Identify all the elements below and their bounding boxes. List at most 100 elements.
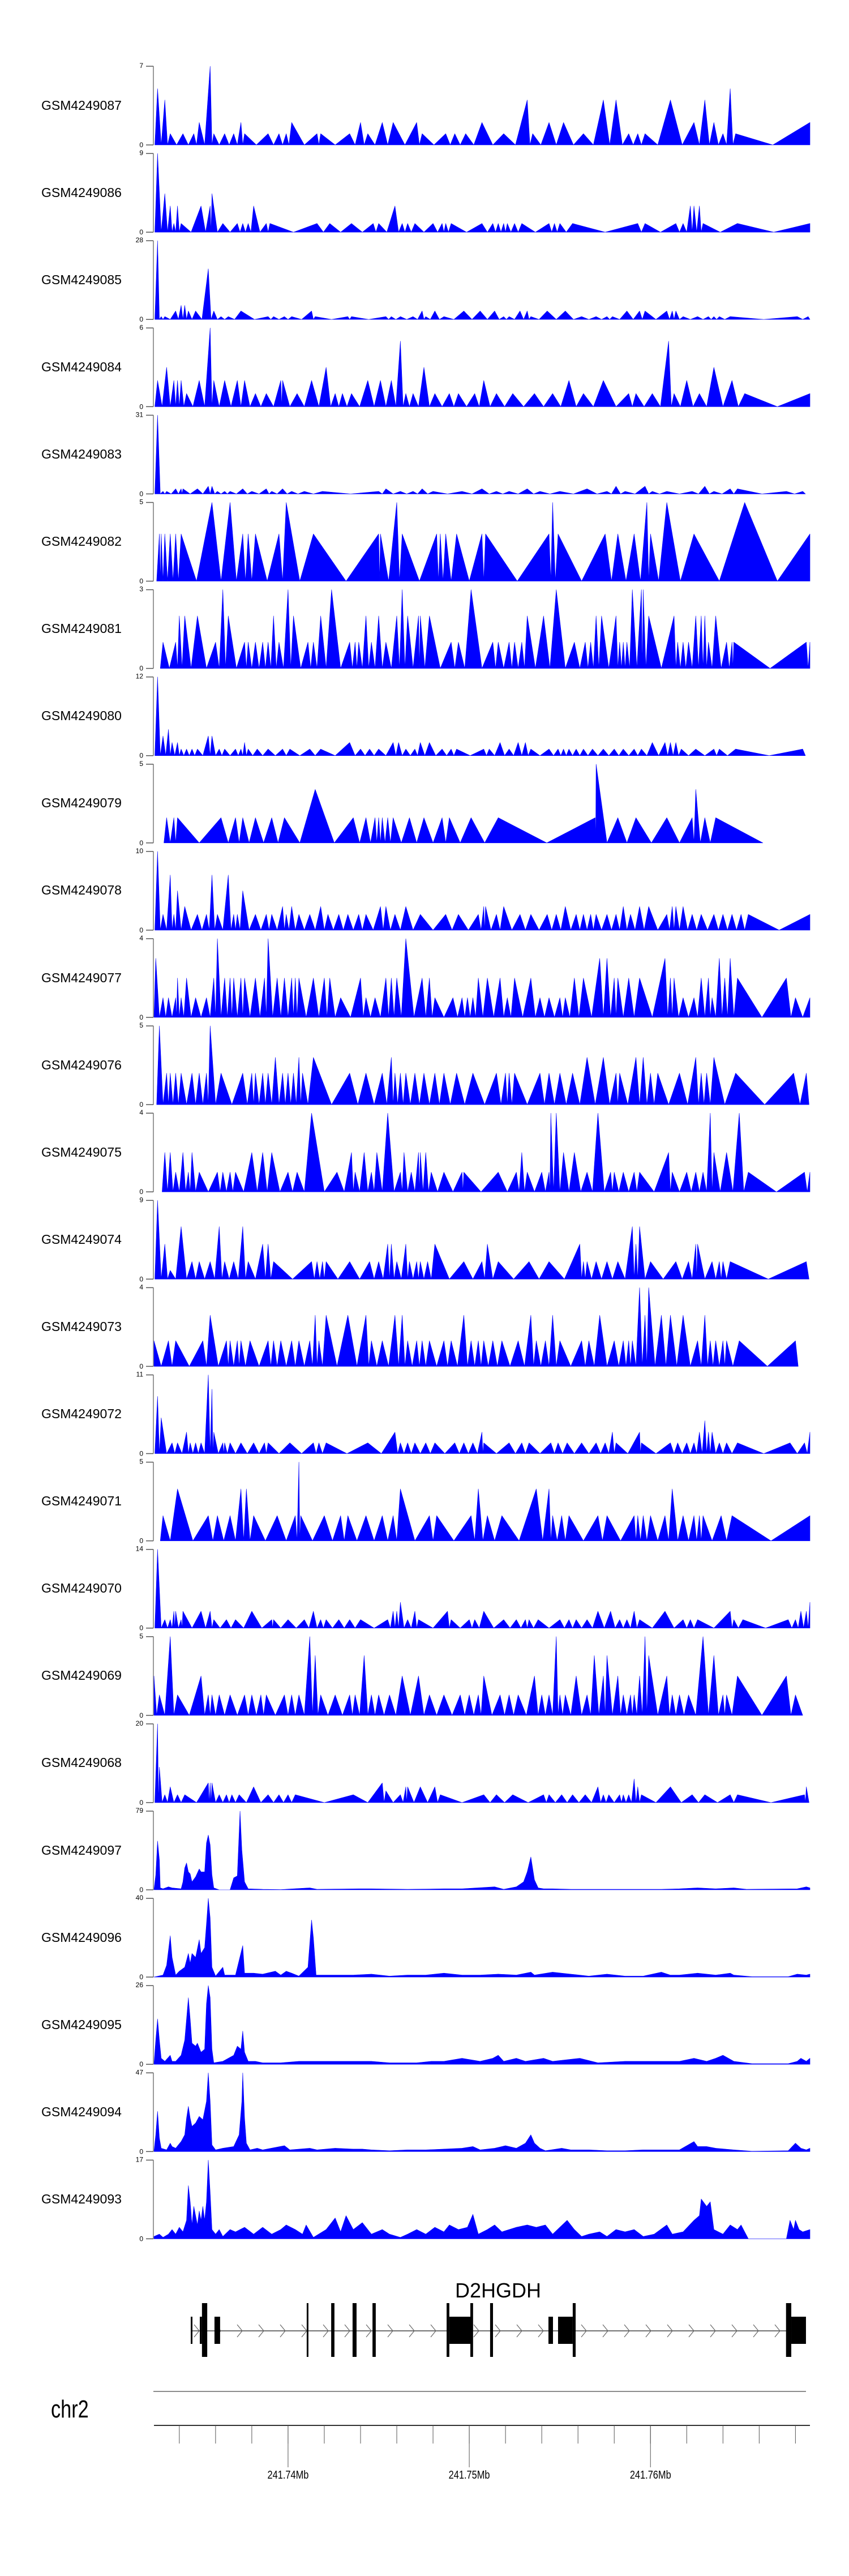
sample-label: GSM4249096 <box>41 1929 122 1945</box>
y-tick-label-max: 4 <box>139 1109 143 1116</box>
sample-label: GSM4249070 <box>41 1581 122 1596</box>
strand-chevron-icon <box>495 2324 501 2338</box>
sample-label: GSM4249072 <box>41 1406 122 1421</box>
y-tick-label-zero: 0 <box>139 752 143 760</box>
sample-label: GSM4249086 <box>41 185 122 200</box>
y-tick-label-max: 5 <box>139 1021 143 1029</box>
exon-utr <box>791 2317 806 2344</box>
sample-label: GSM4249073 <box>41 1319 122 1334</box>
coverage-area <box>155 1200 809 1280</box>
coverage-area <box>162 1112 811 1192</box>
y-tick-label-zero: 0 <box>139 2147 143 2155</box>
y-tick-label-zero: 0 <box>139 403 143 410</box>
coverage-area <box>155 66 811 146</box>
exon-coding <box>201 2303 208 2357</box>
y-tick-label-max: 5 <box>139 1458 143 1466</box>
axis-tick-label: 241.76Mb <box>630 2468 671 2481</box>
strand-chevron-icon <box>753 2324 759 2338</box>
coverage-area <box>153 1811 811 1890</box>
y-tick-label-zero: 0 <box>139 1624 143 1632</box>
y-tick-label-zero: 0 <box>139 141 143 149</box>
strand-chevron-icon <box>258 2324 264 2338</box>
strand-chevron-icon <box>323 2324 329 2338</box>
y-tick-label-zero: 0 <box>139 2060 143 2068</box>
strand-chevron-icon <box>366 2324 372 2338</box>
strand-chevron-icon <box>430 2324 436 2338</box>
exon-utr <box>214 2317 220 2344</box>
y-tick-label-zero: 0 <box>139 490 143 498</box>
y-tick-label-zero: 0 <box>139 1886 143 1894</box>
exon-coding <box>372 2303 376 2357</box>
coverage-area <box>155 1549 811 1628</box>
y-tick-label-zero: 0 <box>139 1537 143 1545</box>
y-tick-label-max: 14 <box>136 1545 144 1553</box>
sample-label: GSM4249081 <box>41 621 122 636</box>
sample-label: GSM4249084 <box>41 359 122 374</box>
y-tick-label-zero: 0 <box>139 839 143 847</box>
y-tick-label-max: 47 <box>136 2068 144 2076</box>
y-tick-label-max: 31 <box>136 410 144 418</box>
strand-chevron-icon <box>538 2324 544 2338</box>
y-tick-label-max: 9 <box>139 1196 143 1204</box>
strand-chevron-icon <box>237 2324 243 2338</box>
y-tick-label-zero: 0 <box>139 665 143 673</box>
sample-label: GSM4249079 <box>41 795 122 811</box>
sample-label: GSM4249078 <box>41 883 122 898</box>
sample-label: GSM4249068 <box>41 1755 122 1770</box>
y-tick-label-max: 7 <box>139 62 143 70</box>
exon-utr <box>449 2317 471 2344</box>
sample-label: GSM4249087 <box>41 97 122 113</box>
exon-coding <box>470 2303 473 2357</box>
coverage-area <box>153 1985 811 2065</box>
sample-label: GSM4249097 <box>41 1842 122 1858</box>
strand-chevron-icon <box>344 2324 350 2338</box>
exon-coding <box>572 2303 576 2357</box>
sample-label: GSM4249095 <box>41 2017 122 2032</box>
y-tick-label-max: 5 <box>139 1632 143 1640</box>
coverage-area <box>153 2160 811 2239</box>
y-tick-label-zero: 0 <box>139 1799 143 1807</box>
y-tick-label-max: 12 <box>136 673 144 681</box>
y-tick-label-max: 5 <box>139 760 143 768</box>
exon-coding <box>352 2303 357 2357</box>
exon-utr <box>200 2317 202 2344</box>
coverage-area <box>153 1898 811 1978</box>
coverage-area <box>155 851 811 931</box>
coverage-area <box>153 2073 811 2152</box>
sample-label: GSM4249069 <box>41 1668 122 1683</box>
y-tick-label-zero: 0 <box>139 1450 143 1458</box>
y-tick-label-zero: 0 <box>139 577 143 585</box>
coverage-area <box>153 938 811 1018</box>
y-tick-label-max: 11 <box>136 1371 144 1379</box>
sample-label: GSM4249074 <box>41 1231 122 1247</box>
sample-label: GSM4249076 <box>41 1057 122 1072</box>
y-tick-label-zero: 0 <box>139 1101 143 1109</box>
y-tick-label-max: 26 <box>136 1981 144 1989</box>
strand-chevron-icon <box>516 2324 522 2338</box>
y-tick-label-max: 9 <box>139 149 143 157</box>
strand-chevron-icon <box>774 2324 781 2338</box>
coverage-area <box>155 1375 811 1454</box>
y-tick-label-max: 5 <box>139 498 143 506</box>
y-tick-label-zero: 0 <box>139 1013 143 1021</box>
sample-label: GSM4249082 <box>41 534 122 549</box>
strand-chevron-icon <box>194 2324 200 2338</box>
y-tick-label-max: 10 <box>136 847 144 855</box>
coverage-area <box>160 589 811 669</box>
sample-label: GSM4249093 <box>41 2191 122 2206</box>
y-tick-label-max: 6 <box>139 323 143 331</box>
exon-coding <box>786 2303 792 2357</box>
y-tick-label-zero: 0 <box>139 1188 143 1196</box>
sample-label: GSM4249083 <box>41 446 122 461</box>
axis-tick-label: 241.75Mb <box>449 2468 490 2481</box>
exon-coding <box>447 2303 449 2357</box>
exon-utr <box>558 2317 573 2344</box>
exon-coding <box>306 2303 308 2357</box>
y-tick-label-max: 17 <box>136 2155 144 2163</box>
y-tick-label-max: 40 <box>136 1894 144 1902</box>
y-tick-label-max: 28 <box>136 236 144 244</box>
y-tick-label-zero: 0 <box>139 228 143 236</box>
coverage-area <box>155 1723 809 1803</box>
sample-label: GSM4249080 <box>41 708 122 724</box>
